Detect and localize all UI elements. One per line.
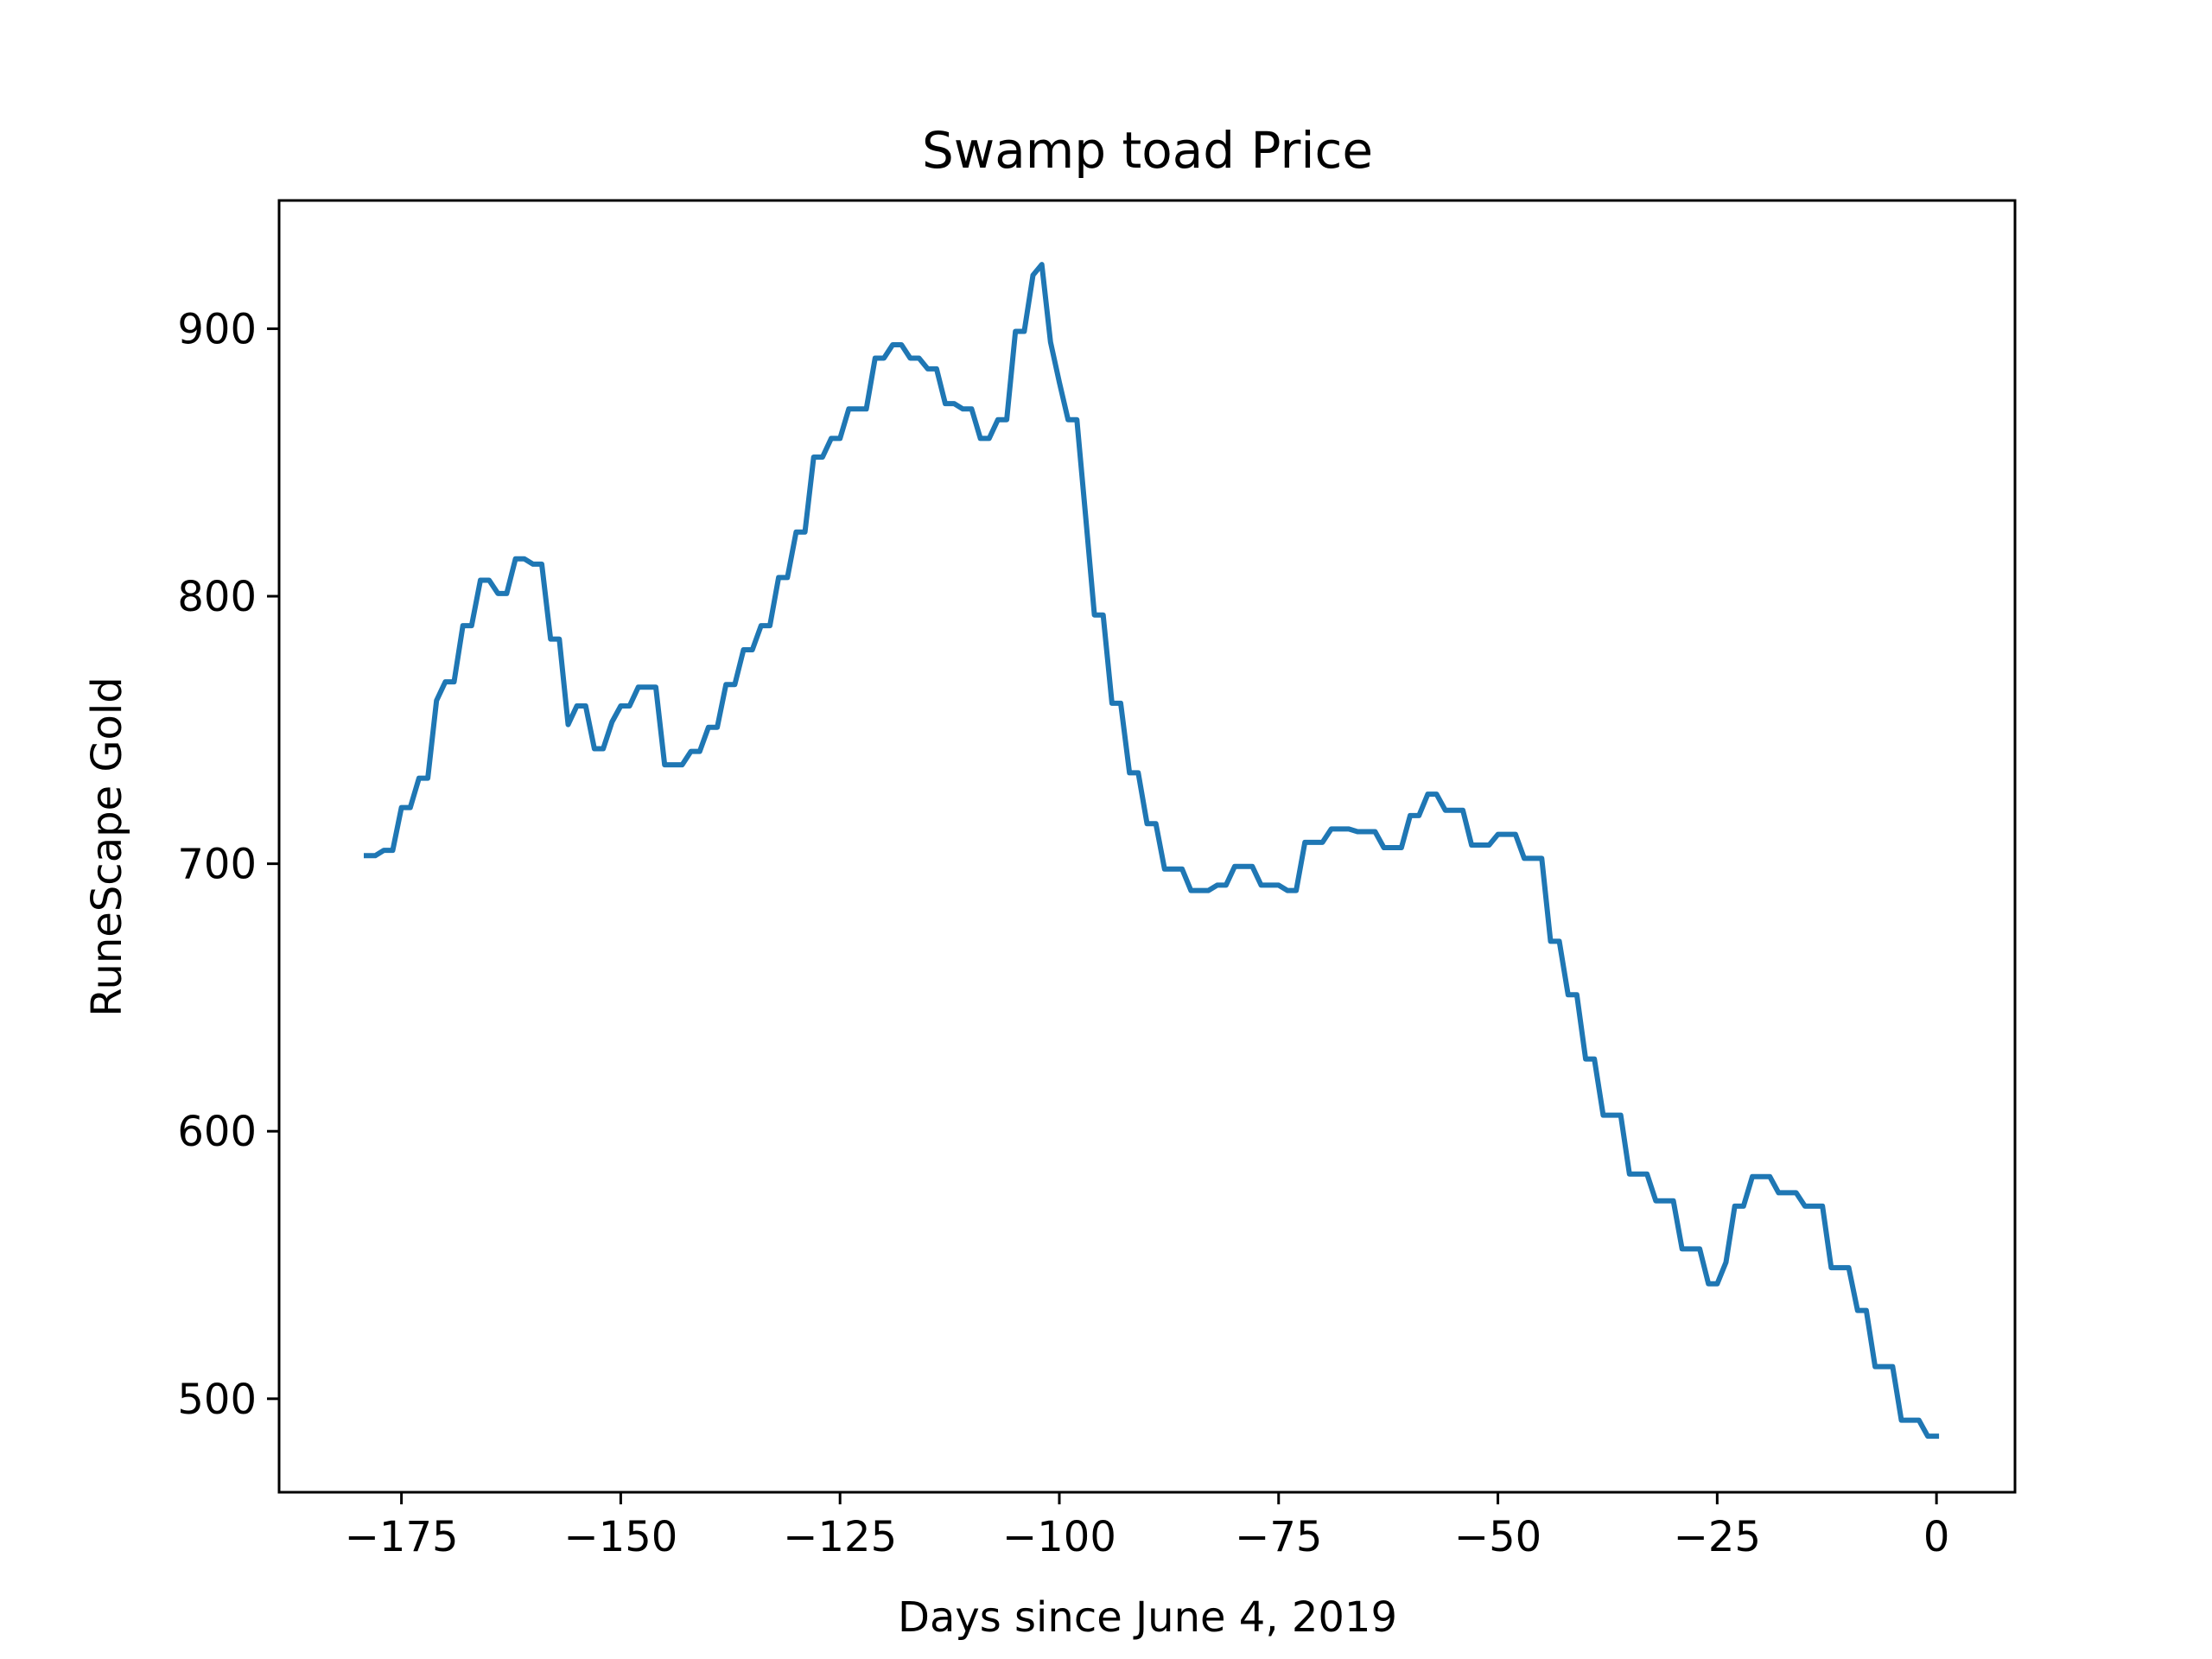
x-tick-label: −150: [563, 1513, 677, 1561]
x-tick-label: −100: [1002, 1513, 1116, 1561]
series-line: [364, 262, 1940, 1440]
y-tick-label: 900: [177, 305, 257, 353]
y-tick-label: 700: [177, 841, 257, 889]
y-axis-label: RuneScape Gold: [83, 677, 131, 1016]
plot-area-frame: [277, 199, 2017, 1494]
y-axis: 500 600 700 800 900: [177, 305, 279, 1424]
y-tick-label: 500: [177, 1376, 257, 1424]
x-axis: −175 −150 −125 −100 −75 −50 −25 0: [345, 1492, 1950, 1561]
x-tick-label: −175: [345, 1513, 459, 1561]
x-tick-label: −50: [1454, 1513, 1541, 1561]
y-tick-label: 600: [177, 1108, 257, 1156]
x-axis-label: Days since June 4, 2019: [898, 1593, 1397, 1642]
y-tick-label: 800: [177, 573, 257, 621]
plot-series: [364, 262, 1940, 1440]
x-tick-label: 0: [1923, 1513, 1950, 1561]
x-tick-label: −75: [1235, 1513, 1322, 1561]
chart-title: Swamp toad Price: [922, 121, 1373, 180]
x-tick-label: −125: [783, 1513, 897, 1561]
x-tick-label: −25: [1674, 1513, 1761, 1561]
